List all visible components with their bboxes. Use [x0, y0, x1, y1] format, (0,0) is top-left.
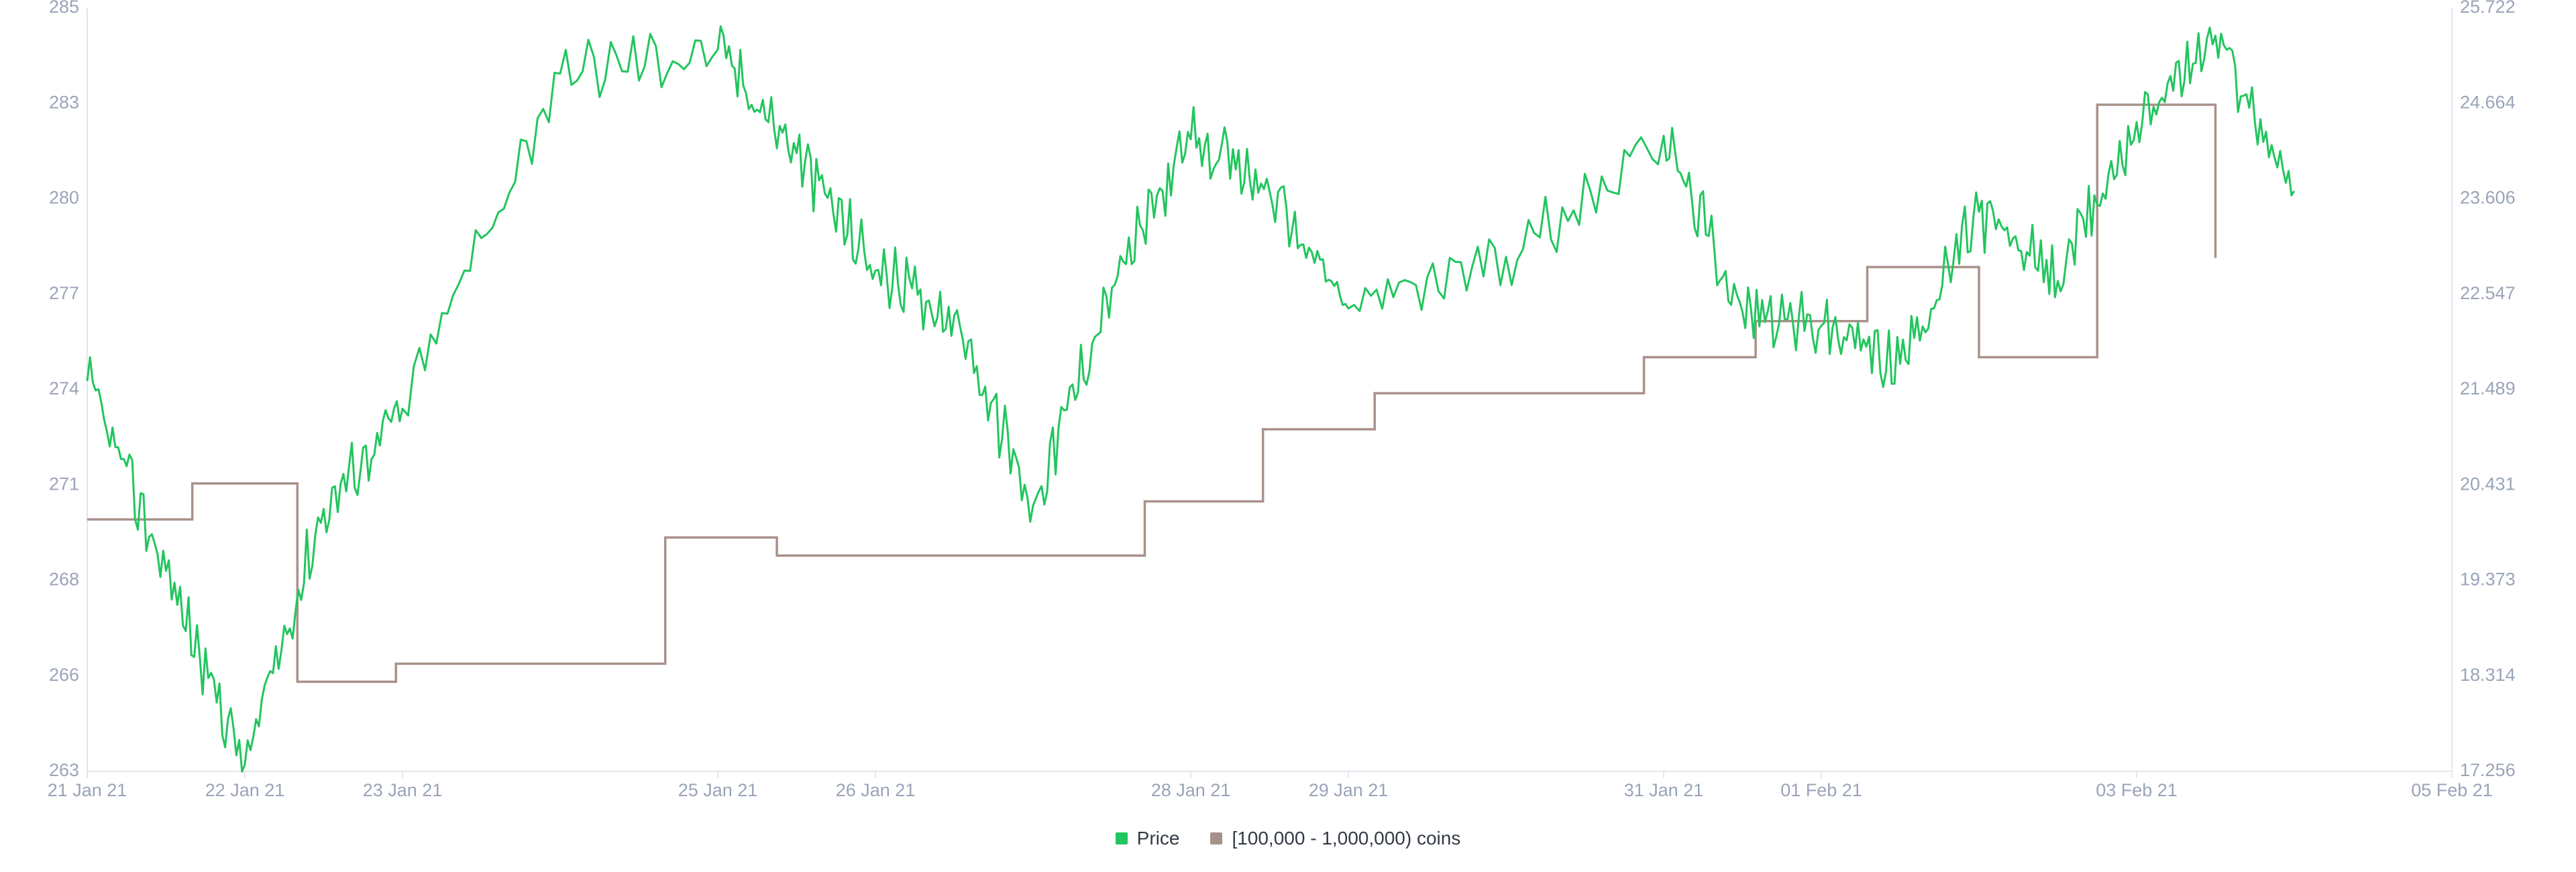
- right-y-tick-label: 19.373: [2460, 569, 2516, 590]
- right-y-tick-label: 25.722: [2460, 0, 2516, 17]
- legend-item-holders[interactable]: [100,000 - 1,000,000) coins: [1210, 828, 1460, 849]
- series-layer: [86, 25, 2296, 773]
- legend-label-holders: [100,000 - 1,000,000) coins: [1232, 828, 1461, 849]
- legend: Price [100,000 - 1,000,000) coins: [0, 824, 2576, 853]
- x-tick-label: 23 Jan 21: [363, 780, 443, 800]
- x-tick-label: 29 Jan 21: [1309, 780, 1389, 800]
- right-y-axis-ticks: 17.256 18.314 19.373 20.431 21.489 22.547 23.6…: [2460, 0, 2516, 780]
- left-y-tick-label: 280: [49, 188, 79, 208]
- right-y-tick-label: 23.606: [2460, 188, 2516, 208]
- left-y-tick-label: 283: [49, 92, 79, 112]
- legend-swatch-holders: [1210, 832, 1223, 844]
- right-y-tick-label: 21.489: [2460, 378, 2516, 398]
- left-y-tick-label: 285: [49, 0, 79, 17]
- legend-swatch-price: [1115, 832, 1128, 844]
- left-y-tick-label: 277: [49, 283, 79, 303]
- right-y-tick-label: 22.547: [2460, 283, 2516, 303]
- left-y-tick-label: 268: [49, 569, 79, 590]
- x-axis-ticks: 21 Jan 21 22 Jan 21 23 Jan 21 25 Jan 21 26 J…: [48, 771, 2493, 800]
- left-y-tick-label: 274: [49, 378, 79, 398]
- left-y-tick-label: 271: [49, 474, 79, 494]
- series-line-holders: [87, 103, 2217, 684]
- right-y-tick-label: 24.664: [2460, 92, 2516, 112]
- left-y-tick-label: 266: [49, 665, 79, 685]
- series-line-price: [86, 25, 2296, 773]
- right-y-tick-label: 17.256: [2460, 760, 2516, 780]
- left-y-axis-ticks: 263 266 268 271 274 277 280 283 285: [49, 0, 79, 780]
- x-tick-label: 26 Jan 21: [836, 780, 916, 800]
- left-y-tick-label: 263: [49, 760, 79, 780]
- legend-label-price: Price: [1136, 828, 1180, 849]
- legend-item-price[interactable]: Price: [1115, 828, 1180, 849]
- x-tick-label: 22 Jan 21: [205, 780, 285, 800]
- x-tick-label: 25 Jan 21: [678, 780, 758, 800]
- x-tick-label: 21 Jan 21: [48, 780, 127, 800]
- right-y-tick-label: 20.431: [2460, 474, 2516, 494]
- x-tick-label: 31 Jan 21: [1624, 780, 1704, 800]
- x-tick-label: 03 Feb 21: [2096, 780, 2178, 800]
- x-tick-label: 05 Feb 21: [2411, 780, 2493, 800]
- x-tick-label: 01 Feb 21: [1780, 780, 1862, 800]
- right-y-tick-label: 18.314: [2460, 665, 2516, 685]
- x-tick-label: 28 Jan 21: [1151, 780, 1231, 800]
